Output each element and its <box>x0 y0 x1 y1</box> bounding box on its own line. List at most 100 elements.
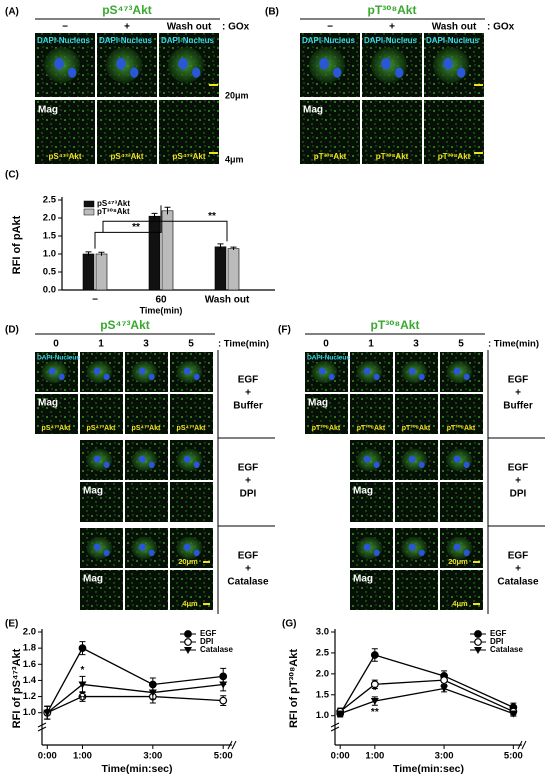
x-axis-label: Time(min) <box>140 305 183 315</box>
nucleus <box>54 57 64 70</box>
nucleus-label: DAPI-Nucleus <box>161 36 214 45</box>
nucleus <box>453 367 461 375</box>
bar <box>82 253 95 291</box>
condition-label: EGF <box>238 463 259 474</box>
nucleus <box>318 367 326 375</box>
panel-label: (C) <box>5 170 19 181</box>
legend-marker <box>184 647 192 654</box>
condition-label: DPI <box>240 489 257 500</box>
series-line <box>339 679 514 713</box>
nucleus-label: DAPI-Nucleus <box>364 36 417 45</box>
condition-label: + <box>124 22 130 33</box>
micrograph <box>125 570 168 610</box>
treatment-label: : GOx <box>487 22 515 33</box>
y-tick-label: 1.5 <box>316 689 330 700</box>
nucleus <box>178 57 188 70</box>
y-tick-label: 1.0 <box>43 249 56 260</box>
y-tick-label: 1.0 <box>316 710 329 721</box>
mag-label: Mag <box>38 398 58 409</box>
nucleus <box>395 67 404 78</box>
y-tick-label: 2.5 <box>43 195 57 206</box>
nucleus <box>193 549 200 556</box>
scale-bar <box>203 603 210 605</box>
marker <box>370 651 379 659</box>
y-tick-label: 1.4 <box>23 675 37 686</box>
axis-break <box>227 740 237 750</box>
micrograph <box>395 394 438 434</box>
nucleus <box>148 549 155 556</box>
bar <box>148 215 161 291</box>
mag-label: Mag <box>353 574 373 585</box>
stain-label: pS⁴⁷³Akt <box>87 425 117 432</box>
y-tick-label: 3.0 <box>316 627 329 638</box>
micrograph <box>305 394 348 434</box>
stain-label: pS⁴⁷³Akt <box>177 425 207 432</box>
x-tick-label: 0:00 <box>331 751 350 762</box>
micrograph <box>80 570 123 610</box>
scale-bar <box>473 603 480 605</box>
nucleus <box>328 373 335 380</box>
condition-label: Buffer <box>503 401 533 412</box>
nucleus <box>373 373 380 380</box>
x-axis-label: Time(min:sec) <box>102 763 173 774</box>
nucleus <box>183 367 191 375</box>
nucleus <box>408 367 416 375</box>
mag-label: Mag <box>83 486 103 497</box>
legend-label: EGF <box>490 629 507 638</box>
time-unit: : Time(min) <box>218 339 269 350</box>
condition-label: + <box>245 476 251 487</box>
condition-label: + <box>245 388 251 399</box>
y-tick-label: 1.5 <box>43 231 57 242</box>
micrograph <box>362 100 422 164</box>
nucleus <box>363 543 371 551</box>
micrograph <box>170 482 213 522</box>
stain-label: pS⁴⁷³Akt <box>172 152 205 161</box>
mag-label: Mag <box>303 105 323 116</box>
significance-bracket <box>94 205 162 249</box>
nucleus <box>138 455 146 463</box>
error-bar <box>217 243 224 250</box>
nucleus <box>453 455 461 463</box>
micrograph <box>125 394 168 434</box>
micrograph <box>350 570 393 610</box>
nucleus <box>148 373 155 380</box>
nucleus <box>463 461 470 468</box>
micrograph <box>80 394 123 434</box>
legend-label: Catalase <box>200 645 233 654</box>
x-tick-label: 5:00 <box>504 751 523 762</box>
panel-title: pS⁴⁷³Akt <box>100 318 150 332</box>
marker <box>78 692 87 701</box>
error-bar <box>164 206 171 215</box>
y-tick-label: 2.0 <box>43 213 56 224</box>
legend-marker <box>474 647 482 654</box>
time-label: 0 <box>53 339 59 350</box>
bar <box>227 248 240 291</box>
condition-label: EGF <box>508 375 529 386</box>
time-label: 1 <box>98 339 104 350</box>
nucleus-label: DAPI-Nucleus <box>426 36 479 45</box>
nucleus <box>418 373 425 380</box>
condition-label: EGF <box>508 551 529 562</box>
nucleus <box>93 367 101 375</box>
nucleus-label: DAPI-Nucleus <box>302 36 355 45</box>
y-tick-label: 0.0 <box>43 285 56 296</box>
micrograph <box>80 482 123 522</box>
nucleus <box>408 543 416 551</box>
stain-label: pS⁴⁷³Akt <box>132 425 162 432</box>
panel-label: (E) <box>5 619 18 630</box>
scale-bar <box>474 84 483 86</box>
legend-label: DPI <box>490 637 503 646</box>
axis-break <box>37 722 47 732</box>
stain-label: pT³⁰⁸Akt <box>312 424 341 432</box>
micrograph <box>35 394 78 434</box>
panel-label: (A) <box>5 7 19 18</box>
marker <box>78 681 87 689</box>
nucleus <box>183 543 191 551</box>
error-bar <box>85 251 92 257</box>
x-tick-label: − <box>92 295 98 306</box>
stain-label: pT³⁰⁸Akt <box>447 424 476 432</box>
axis-break <box>517 740 527 750</box>
nucleus <box>93 455 101 463</box>
legend-label: EGF <box>200 629 217 638</box>
y-tick-label: 2.0 <box>23 627 36 638</box>
